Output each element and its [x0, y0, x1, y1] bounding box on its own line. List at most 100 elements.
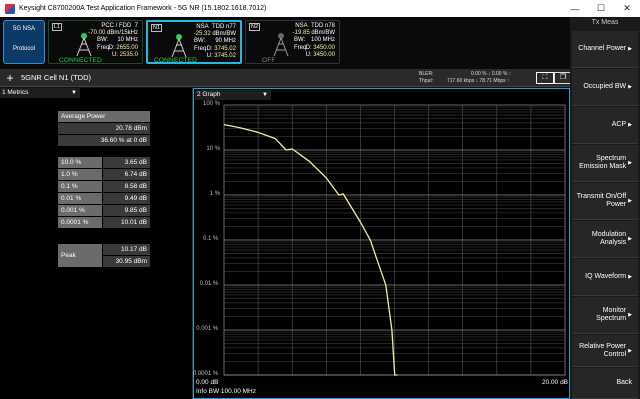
bler-label: BLER: — [419, 71, 434, 77]
softkey-occupied-bw[interactable]: Occupied BW ▶ — [572, 69, 638, 106]
row-value: 9.85 dB — [103, 205, 150, 216]
metrics-panel: 1 Metrics ▼ Average Power 20.78 dBm 36.6… — [0, 88, 193, 399]
softkey-transmit-on-off-power[interactable]: Transmit On/Off Power ▶ — [572, 183, 638, 220]
carrier-nr-n1[interactable]: N1 NSA TDD n77 -25.32 dBm/BW BW: 90 MHz … — [146, 20, 242, 64]
softkey-label: IQ Waveform — [585, 273, 627, 280]
chevron-right-icon: ▶ — [628, 84, 632, 90]
graph-panel-title[interactable]: 2 Graph ▼ — [195, 90, 271, 100]
avg-power-header: Average Power — [58, 111, 150, 122]
antenna-tower-icon — [171, 34, 187, 58]
softkey-spectrum-emission-mask[interactable]: Spectrum Emission Mask ▶ — [572, 145, 638, 182]
carrier-u-label: U: — [111, 52, 118, 58]
y-tick-label: 0.1 % — [203, 236, 219, 242]
softkey-iq-waveform[interactable]: IQ Waveform ▶ — [572, 259, 638, 296]
mode-box[interactable]: 5G NSA Protocol — [3, 20, 45, 64]
softkey-label: Channel Power — [578, 45, 627, 52]
carrier-power: -19.85 — [292, 30, 310, 36]
softkey-label: Transmit On/Off Power — [576, 193, 627, 208]
ccdf-chart — [223, 104, 566, 376]
chevron-down-icon: ▼ — [71, 90, 77, 96]
carrier-bw: 10 MHz — [117, 37, 138, 43]
cell-name[interactable]: 5GNR Cell N1 (TDD) — [21, 73, 92, 82]
title-bar: Keysight C8700200A Test Application Fram… — [0, 0, 640, 17]
y-tick-label: 100 % — [203, 101, 221, 107]
softkey-panel: Tx Meas Channel Power ▶ Occupied BW ▶ ACP ▶ Sp… — [570, 17, 640, 399]
carrier-u-label: U: — [305, 52, 312, 58]
softkey-label: Relative Power Control — [579, 342, 627, 358]
antenna-tower-icon — [76, 33, 92, 57]
table-row: 0.01 % 9.49 dB — [58, 193, 150, 204]
row-label: 0.01 % — [58, 193, 102, 204]
avg-power-dbm: 20.78 dBm — [58, 123, 150, 134]
row-value: 6.74 dB — [103, 169, 150, 180]
carrier-head-right: TDD n78 — [310, 23, 335, 29]
carrier-badge: N2 — [249, 23, 261, 31]
carrier-nr-n2[interactable]: N2 NSA TDD n78 -19.85 dBm/BW BW: 100 MHz… — [245, 20, 340, 64]
chevron-right-icon: ▶ — [628, 198, 632, 204]
mode-sub: Protocol — [12, 46, 35, 52]
softkey-channel-power[interactable]: Channel Power ▶ — [572, 31, 638, 68]
softkey-monitor-spectrum[interactable]: Monitor Spectrum ▶ — [572, 297, 638, 334]
carrier-head-left: PCC / FDD — [101, 23, 132, 29]
row-label: 0.001 % — [58, 205, 102, 216]
keysight-app-icon — [5, 3, 15, 14]
chevron-right-icon: ▶ — [628, 312, 632, 318]
antenna-tower-icon — [273, 33, 289, 57]
layout-toggle-icon[interactable]: ⛶ — [536, 72, 554, 84]
softkey-label: Back — [616, 379, 632, 386]
carrier-strip: 5G NSA Protocol L1 PCC / FDD 7 -70.00 dB… — [0, 17, 570, 69]
softkey-back[interactable]: Back — [572, 368, 638, 399]
table-row: 10.0 % 3.65 dB — [58, 157, 150, 168]
graph-title-text: 2 Graph — [197, 91, 221, 98]
softkey-acp[interactable]: ACP ▶ — [572, 107, 638, 144]
avg-power-pct: 36.60 % at 0 dB — [58, 135, 150, 146]
carrier-head-left: NSA — [196, 24, 209, 30]
carrier-u-value: 2535.0 — [119, 52, 138, 58]
carrier-head-left: NSA — [295, 23, 308, 29]
y-tick-label: 10 % — [206, 146, 221, 152]
chevron-right-icon: ▶ — [628, 347, 632, 354]
peak-dbm: 30.95 dBm — [103, 256, 150, 267]
softkey-label: Occupied BW — [583, 83, 627, 90]
carrier-bw-label: BW: — [97, 37, 109, 43]
chevron-right-icon: ▶ — [628, 46, 632, 52]
row-value: 9.49 dB — [103, 193, 150, 204]
carrier-d-label: D: — [305, 45, 312, 51]
table-row: 0.001 % 9.85 dB — [58, 205, 150, 216]
chevron-right-icon: ▶ — [628, 122, 632, 128]
metrics-title-text: 1 Metrics — [2, 89, 29, 96]
row-label: 0.0001 % — [58, 217, 102, 228]
table-row: 0.0001 % 10.01 dB — [58, 217, 150, 228]
metrics-panel-title[interactable]: 1 Metrics ▼ — [0, 88, 80, 98]
x-axis-start: 0.00 dB — [196, 379, 219, 386]
carrier-d-label: D: — [108, 45, 115, 51]
carrier-power: -25.32 — [193, 31, 211, 37]
carrier-state: CONNECTED — [59, 57, 102, 64]
carrier-state: CONNECTED — [154, 57, 197, 64]
add-cell-button[interactable]: + — [6, 70, 14, 85]
graph-panel: 2 Graph ▼ 100 % 10 % 1 % 0.1 % 0.01 % 0.001 %… — [193, 88, 570, 399]
carrier-state: OFF — [262, 57, 276, 64]
thput-label: Thput: — [419, 78, 434, 84]
carrier-bw: 90 MHz — [215, 38, 236, 44]
table-row: 1.0 % 6.74 dB — [58, 169, 150, 180]
y-tick-label: 0.001 % — [196, 326, 219, 332]
carrier-freq-label: Freq — [97, 45, 110, 51]
maximize-button[interactable]: ☐ — [596, 3, 606, 13]
carrier-bw-label: BW: — [194, 38, 206, 44]
carrier-power-unit: dBm/BW — [212, 31, 236, 37]
minimize-button[interactable]: — — [570, 3, 580, 14]
close-button[interactable]: ✕ — [623, 3, 631, 13]
carrier-freq-label: Freq — [194, 46, 207, 52]
cell-header: + 5GNR Cell N1 (TDD) BLER: 0.00 % ↓ 0.00 … — [0, 69, 572, 87]
softkey-relative-power-control[interactable]: Relative Power Control ▶ — [572, 335, 638, 367]
carrier-lte-pcc[interactable]: L1 PCC / FDD 7 -70.00 dBm/15kHz BW: 10 M… — [48, 20, 143, 64]
peak-block: Peak 10.17 dB 30.95 dBm — [58, 244, 150, 267]
carrier-u-label: U: — [206, 53, 213, 59]
softkey-modulation-analysis[interactable]: Modulation Analysis ▶ — [572, 221, 638, 258]
y-tick-label: 0.01 % — [199, 281, 219, 287]
carrier-d-value: 3745.02 — [214, 46, 236, 52]
carrier-d-value: 2655.00 — [116, 45, 138, 51]
carrier-power-unit: dBm/15kHz — [106, 30, 138, 36]
